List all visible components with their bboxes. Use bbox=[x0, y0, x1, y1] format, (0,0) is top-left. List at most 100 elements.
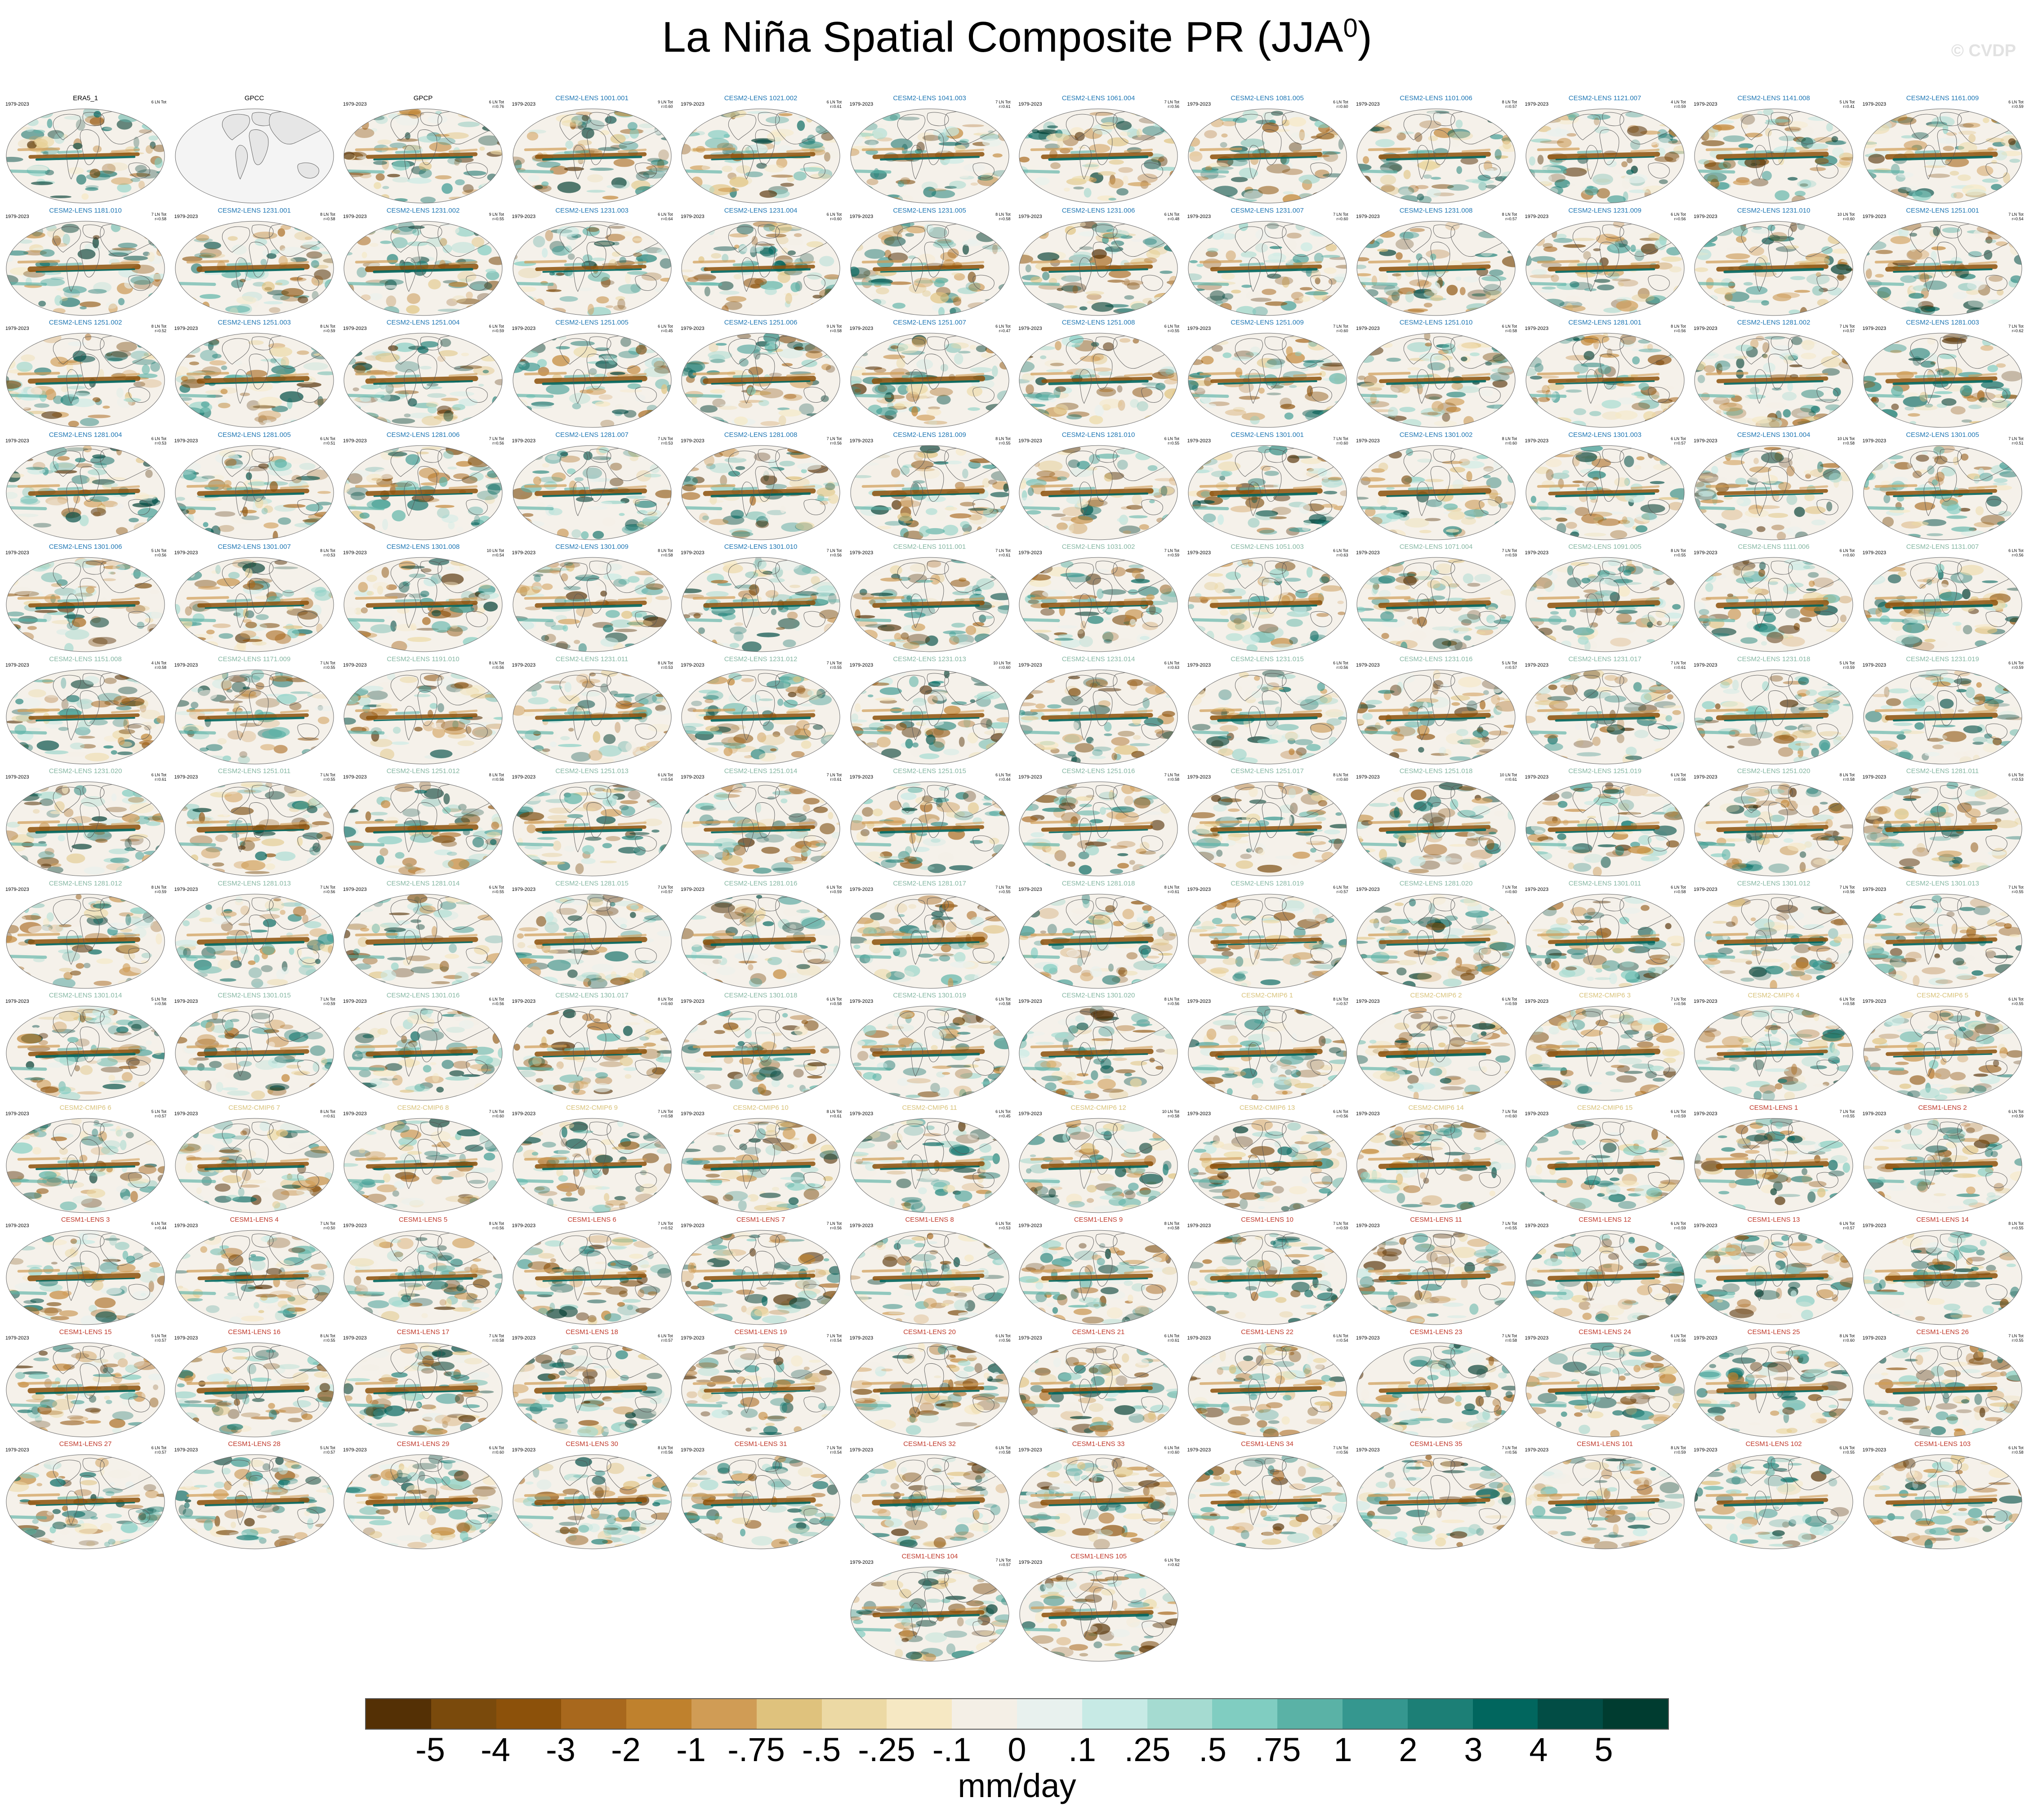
map bbox=[343, 669, 503, 764]
map bbox=[681, 781, 840, 877]
title-main: La Niña Spatial Composite PR (JJA bbox=[662, 13, 1343, 61]
map-panel: CESM2-LENS 1281.006 1979-2023 7 LN Tot r=0.… bbox=[342, 431, 504, 546]
panel-stat: 6 LN Tot r=0.53 bbox=[152, 436, 166, 445]
colorbar-tick-label: 4 bbox=[1529, 1731, 1548, 1768]
panel-pattern-correlation: r=0.58 bbox=[1168, 1113, 1179, 1118]
panel-title: CESM1-LENS 20 bbox=[903, 1328, 956, 1336]
panel-event-count: 6 LN Tot bbox=[1671, 212, 1686, 217]
panel-event-count: 6 LN Tot bbox=[995, 1333, 1011, 1338]
panel-title: CESM2-LENS 1231.006 bbox=[1062, 206, 1135, 214]
panel-pattern-correlation: r=0.60 bbox=[1336, 777, 1348, 782]
panel-stat: 6 LN Tot r=0.59 bbox=[2008, 661, 2023, 670]
panel-years: 1979-2023 bbox=[1694, 1335, 1717, 1341]
panel-event-count: 8 LN Tot bbox=[1502, 436, 1517, 441]
panel-years: 1979-2023 bbox=[1525, 214, 1549, 219]
panel-stat: 7 LN Tot r=0.60 bbox=[1502, 1109, 1517, 1118]
map bbox=[681, 445, 840, 540]
panel-event-count: 7 LN Tot bbox=[658, 885, 673, 890]
panel-years: 1979-2023 bbox=[681, 438, 705, 444]
map bbox=[1694, 333, 1853, 428]
panel-pattern-correlation: r=0.58 bbox=[1168, 777, 1179, 782]
panel-stat: 5 LN Tot r=0.56 bbox=[152, 997, 166, 1006]
map-panel: CESM2-LENS 1251.014 1979-2023 7 LN Tot r=0.… bbox=[680, 767, 842, 882]
panel-event-count: 9 LN Tot bbox=[658, 100, 673, 104]
panel-title: CESM2-LENS 1301.003 bbox=[1568, 431, 1641, 439]
panel-stat: 6 LN Tot r=0.55 bbox=[1164, 324, 1179, 333]
panel-pattern-correlation: r=0.57 bbox=[1674, 441, 1686, 445]
map-panel: CESM2-LENS 1281.003 1979-2023 7 LN Tot r=0.… bbox=[1862, 319, 2024, 433]
panel-title: CESM2-LENS 1281.015 bbox=[555, 879, 629, 887]
panel-event-count: 7 LN Tot bbox=[1333, 1221, 1348, 1226]
panel-stat: 10 LN Tot r=0.61 bbox=[1500, 773, 1517, 782]
panel-years: 1979-2023 bbox=[1862, 774, 1887, 780]
panel-years: 1979-2023 bbox=[1187, 550, 1211, 556]
panel-event-count: 6 LN Tot bbox=[658, 773, 673, 777]
panel-pattern-correlation: r=0.59 bbox=[830, 889, 842, 894]
map bbox=[1187, 557, 1347, 652]
panel-event-count: 5 LN Tot bbox=[1839, 100, 1855, 104]
panel-title: CESM2-LENS 1001.001 bbox=[555, 94, 629, 102]
panel-stat: 6 LN Tot r=0.57 bbox=[658, 1334, 673, 1343]
panel-title: CESM2-LENS 1251.014 bbox=[724, 767, 798, 775]
map bbox=[1187, 221, 1347, 316]
map bbox=[850, 894, 1009, 988]
panel-years: 1979-2023 bbox=[1356, 886, 1380, 892]
panel-years: 1979-2023 bbox=[1356, 1223, 1380, 1228]
map bbox=[1525, 781, 1685, 877]
panel-title: CESM2-CMIP6 8 bbox=[397, 1104, 449, 1112]
panel-event-count: 8 LN Tot bbox=[489, 1221, 504, 1226]
panel-pattern-correlation: r=0.57 bbox=[1505, 216, 1517, 221]
panel-stat: 7 LN Tot r=0.59 bbox=[1502, 548, 1517, 557]
map bbox=[1525, 894, 1685, 988]
panel-title: CESM2-LENS 1251.009 bbox=[1231, 319, 1304, 326]
panel-pattern-correlation: r=0.53 bbox=[155, 441, 166, 445]
panel-event-count: 5 LN Tot bbox=[320, 1446, 335, 1450]
map bbox=[343, 557, 503, 652]
map-panel: CESM2-LENS 1231.018 1979-2023 5 LN Tot r=0.… bbox=[1693, 655, 1855, 770]
map-panel: CESM1-LENS 8 1979-2023 6 LN Tot r=0.53 bbox=[849, 1216, 1011, 1331]
map-panel: CESM2-LENS 1301.010 1979-2023 7 LN Tot r=0.… bbox=[680, 543, 842, 658]
panel-stat: 6 LN Tot r=0.53 bbox=[2008, 773, 2023, 782]
panel-years: 1979-2023 bbox=[1525, 550, 1549, 556]
map bbox=[681, 1342, 840, 1437]
panel-stat: 6 LN Tot r=0.56 bbox=[1333, 661, 1348, 670]
panel-event-count: 6 LN Tot bbox=[995, 1109, 1011, 1114]
panel-years: 1979-2023 bbox=[1187, 438, 1211, 444]
page-title: La Niña Spatial Composite PR (JJA0) bbox=[0, 13, 2034, 62]
panel-stat: 6 LN Tot r=0.45 bbox=[995, 1109, 1010, 1118]
panel-pattern-correlation: r=0.57 bbox=[1505, 665, 1517, 670]
panel-pattern-correlation: r=0.61 bbox=[830, 104, 842, 109]
colorbar-swatch bbox=[366, 1699, 431, 1729]
map-panel: CESM2-LENS 1281.013 1979-2023 7 LN Tot r=0.… bbox=[174, 880, 335, 994]
panel-pattern-correlation: r=0.54 bbox=[661, 777, 673, 782]
map-panel: CESM1-LENS 29 1979-2023 6 LN Tot r=0.60 bbox=[342, 1440, 504, 1555]
panel-event-count: 6 LN Tot bbox=[1333, 1109, 1348, 1114]
panel-stat: 7 LN Tot r=0.54 bbox=[827, 1446, 842, 1455]
map-panel: CESM2-LENS 1251.013 1979-2023 6 LN Tot r=0.… bbox=[511, 767, 673, 882]
panel-stat: 7 LN Tot r=0.56 bbox=[1840, 885, 1855, 894]
map-panel: CESM2-LENS 1281.009 1979-2023 8 LN Tot r=0.… bbox=[849, 431, 1011, 546]
panel-event-count: 7 LN Tot bbox=[2008, 885, 2024, 890]
map-panel: CESM2-LENS 1281.018 1979-2023 8 LN Tot r=0.… bbox=[1017, 880, 1179, 994]
panel-years: 1979-2023 bbox=[174, 999, 198, 1004]
panel-pattern-correlation: r=0.58 bbox=[999, 216, 1011, 221]
panel-years: 1979-2023 bbox=[681, 774, 705, 780]
map-panel: CESM2-LENS 1231.006 1979-2023 6 LN Tot r=0.… bbox=[1017, 207, 1179, 321]
map bbox=[1187, 1118, 1347, 1213]
panel-pattern-correlation: r=0.55 bbox=[1843, 1113, 1855, 1118]
map-panel: CESM2-CMIP6 6 1979-2023 5 LN Tot r=0.57 bbox=[4, 1104, 166, 1219]
panel-title: CESM1-LENS 34 bbox=[1241, 1440, 1294, 1448]
panel-stat: 7 LN Tot r=0.59 bbox=[320, 997, 335, 1006]
panel-title: CESM2-LENS 1251.013 bbox=[555, 767, 629, 775]
panel-event-count: 7 LN Tot bbox=[2008, 436, 2024, 441]
panel-title: CESM2-LENS 1251.002 bbox=[49, 319, 122, 326]
panel-pattern-correlation: r=0.60 bbox=[492, 1113, 504, 1118]
map bbox=[1525, 557, 1685, 652]
panel-pattern-correlation: r=0.54 bbox=[830, 1338, 842, 1343]
panel-event-count: 7 LN Tot bbox=[995, 100, 1011, 104]
colorbar-tick-label: -.25 bbox=[858, 1731, 915, 1768]
map-panel: CESM2-LENS 1301.011 1979-2023 6 LN Tot r=0.… bbox=[1524, 880, 1686, 994]
panel-stat: 7 LN Tot r=0.60 bbox=[1333, 212, 1348, 221]
panel-pattern-correlation: r=0.54 bbox=[2012, 216, 2024, 221]
panel-event-count: 8 LN Tot bbox=[1502, 100, 1517, 104]
